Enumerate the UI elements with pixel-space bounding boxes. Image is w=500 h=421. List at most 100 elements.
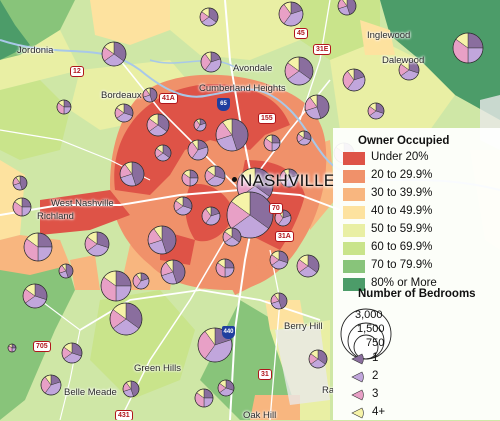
pie-outline <box>215 258 235 278</box>
pie-outline <box>147 225 177 255</box>
label-cumberland-heights: Cumberland Heights <box>199 83 286 94</box>
pie-outline <box>296 254 320 278</box>
pie-outline <box>274 209 292 227</box>
pie-outline <box>119 161 145 187</box>
pie-outline <box>215 118 249 152</box>
owner-label-0: Under 20% <box>371 151 429 163</box>
route-shield-431: 431 <box>115 410 133 420</box>
label-berry-hill: Berry Hill <box>284 321 323 332</box>
owner-label-1: 20 to 29.9% <box>371 169 433 181</box>
route-shield-31e: 31E <box>313 44 332 55</box>
pie-outline <box>204 165 226 187</box>
label-dalewood: Dalewood <box>382 55 425 66</box>
pie-outline <box>308 349 328 369</box>
owner-swatch-1 <box>343 170 365 183</box>
pie-outline <box>197 327 233 363</box>
pie-outline <box>226 191 274 239</box>
label-bordeaux: Bordeaux <box>101 90 142 101</box>
pie-symbols <box>7 0 484 408</box>
pie-outline <box>187 139 209 161</box>
proportional-circles <box>340 308 392 360</box>
pie-slice <box>342 0 348 7</box>
bedroom-label-0: 1 <box>372 352 379 364</box>
pie-outline <box>181 169 199 187</box>
label-nashville: NASHVILLE <box>240 171 336 190</box>
pie-outline <box>100 270 132 302</box>
pie-outline <box>263 134 281 152</box>
pie-outline <box>270 292 288 310</box>
owner-swatch-3 <box>343 206 365 219</box>
pie-outline <box>56 99 72 115</box>
pie-outline <box>114 103 134 123</box>
route-shield-45: 45 <box>294 28 308 39</box>
size-label-0: 3,000 <box>355 309 383 321</box>
owner-swatch-0 <box>343 152 365 165</box>
pie-outline <box>160 259 186 285</box>
pie-outline <box>201 206 221 226</box>
interstate-shield-440: 440 <box>222 326 235 339</box>
pie-wedge-icon <box>351 371 364 383</box>
route-shield-12: 12 <box>70 66 84 77</box>
label-avondale: Avondale <box>233 63 273 74</box>
label-oak-hill: Oak Hill <box>243 410 277 420</box>
pie-outline <box>142 87 158 103</box>
interstate-shield-65: 65 <box>217 98 230 111</box>
pie-outline <box>452 32 484 64</box>
pie-outline <box>58 263 74 279</box>
pie-outline <box>132 272 150 290</box>
pie-outline <box>154 144 172 162</box>
route-shield-31: 31 <box>258 369 272 380</box>
route-shield-41a: 41A <box>159 93 178 104</box>
pie-outline <box>101 41 127 67</box>
owner-occupied-title: Owner Occupied <box>358 135 450 147</box>
owner-label-7: 80% or More <box>371 277 437 289</box>
map-legend: Owner Occupied Under 20% 20 to 29.9% 30 … <box>333 128 500 420</box>
pie-outline <box>22 283 48 309</box>
pie-outline <box>278 1 304 27</box>
owner-swatch-2 <box>343 188 365 201</box>
owner-label-6: 70 to 79.9% <box>371 259 433 271</box>
owner-swatch-7 <box>343 278 365 291</box>
label-green-hills: Green Hills <box>134 363 181 374</box>
pie-outline <box>12 175 28 191</box>
pie-outline <box>12 197 32 217</box>
size-label-1: 1,500 <box>357 323 385 335</box>
bedroom-label-3: 4+ <box>372 406 386 418</box>
pie-wedge-icon <box>351 353 364 365</box>
pie-outline <box>7 343 17 353</box>
pie-outline <box>284 56 314 86</box>
label-west-nashville: West Nashville <box>51 198 114 209</box>
route-shield-70: 70 <box>269 203 283 214</box>
pie-outline <box>367 102 385 120</box>
label-inglewood: Inglewood <box>367 30 411 41</box>
pie-outline <box>193 118 207 132</box>
owner-label-5: 60 to 69.9% <box>371 241 433 253</box>
pie-outline <box>279 168 299 188</box>
pie-outline <box>146 113 170 137</box>
pie-outline <box>337 0 357 16</box>
pie-wedge-icon <box>351 389 364 401</box>
pie-outline <box>342 68 366 92</box>
pie-outline <box>304 94 330 120</box>
route-shield-31a: 31A <box>275 231 294 242</box>
route-shield-705: 705 <box>33 341 51 352</box>
owner-swatch-4 <box>343 224 365 237</box>
pie-outline <box>296 130 312 146</box>
pie-outline <box>23 232 53 262</box>
pie-outline <box>173 196 193 216</box>
route-shield-155: 155 <box>258 113 276 124</box>
pie-outline <box>200 51 222 73</box>
pie-wedge-icon <box>351 407 364 419</box>
owner-label-4: 50 to 59.9% <box>371 223 433 235</box>
bedrooms-title: Number of Bedrooms <box>358 288 476 300</box>
pie-outline <box>40 374 62 396</box>
bedroom-label-2: 3 <box>372 388 379 400</box>
pie-outline <box>84 231 110 257</box>
size-label-2: 750 <box>366 337 385 349</box>
owner-swatch-6 <box>343 260 365 273</box>
label-jordonia: Jordonia <box>17 45 54 56</box>
pie-outline <box>222 227 242 247</box>
label-richland: Richland <box>37 211 74 222</box>
